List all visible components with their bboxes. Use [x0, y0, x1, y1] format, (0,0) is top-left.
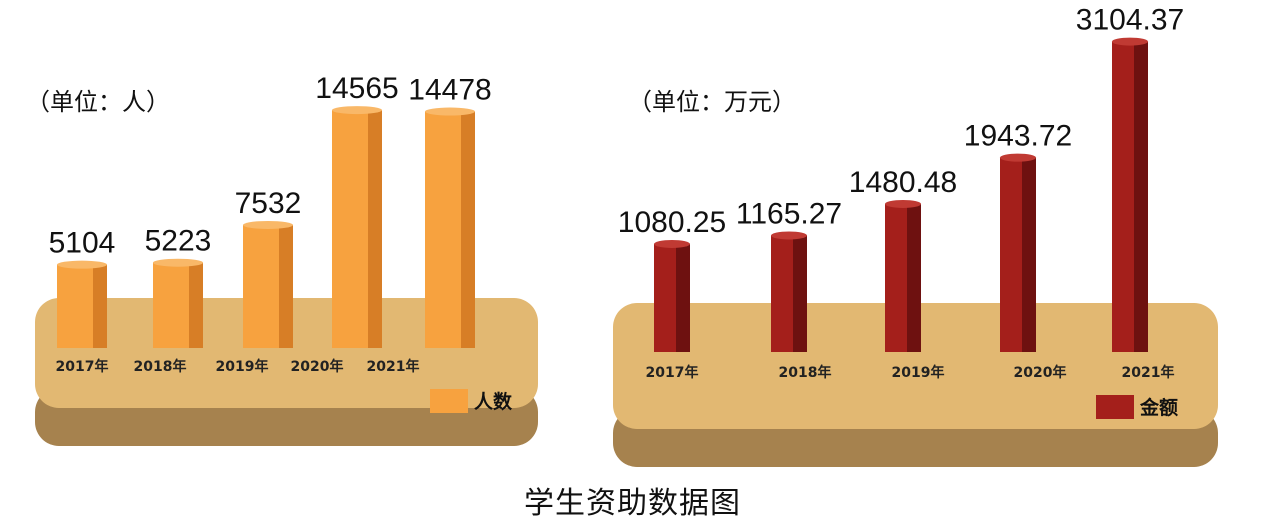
value-label: 1165.27 — [736, 197, 842, 230]
legend-label: 金额 — [1139, 396, 1178, 419]
tick-label: 2020年 — [1014, 364, 1067, 381]
unit-label: （单位：人） — [26, 88, 170, 116]
tick-label: 2017年 — [56, 358, 109, 375]
tick-label: 2019年 — [216, 358, 269, 375]
unit-label: （单位：万元） — [628, 88, 796, 116]
chart-caption: 学生资助数据图 — [524, 486, 741, 521]
amount-chart: （单位：万元） 1080.25 2017年 1165.27 2018年 1480.48 2… — [600, 0, 1265, 480]
bar — [425, 107, 475, 348]
value-label: 3104.37 — [1076, 4, 1184, 37]
legend: 人数 — [430, 389, 513, 413]
legend-swatch — [1096, 395, 1134, 419]
bar — [654, 239, 690, 352]
bar — [1112, 37, 1148, 353]
tick-label: 2021年 — [367, 358, 420, 375]
legend-swatch — [430, 389, 468, 413]
value-label: 5223 — [145, 225, 212, 258]
platform-top — [613, 303, 1218, 429]
value-label: 1480.48 — [849, 166, 957, 199]
tick-label: 2018年 — [779, 364, 832, 381]
value-label: 14478 — [408, 74, 491, 107]
bar — [885, 199, 921, 352]
bar — [332, 106, 382, 348]
value-label: 14565 — [315, 72, 398, 105]
value-label: 1080.25 — [618, 206, 726, 239]
tick-label: 2017年 — [646, 364, 699, 381]
tick-label: 2019年 — [892, 364, 945, 381]
tick-label: 2020年 — [291, 358, 344, 375]
tick-label: 2021年 — [1122, 364, 1175, 381]
people-bar-chart-svg: 5104 2017年 5223 2018年 7532 2019年 14565 2020年 144… — [35, 72, 538, 446]
bar — [1000, 153, 1036, 352]
legend: 金额 — [1096, 395, 1178, 419]
value-label: 1943.72 — [964, 120, 1072, 153]
legend-label: 人数 — [474, 390, 513, 413]
bar — [57, 260, 107, 348]
bar — [243, 220, 293, 348]
amount-bar-chart-svg: 1080.25 2017年 1165.27 2018年 1480.48 2019年 1943… — [613, 4, 1218, 467]
bar — [771, 231, 807, 352]
bar — [153, 258, 203, 348]
people-chart: （单位：人） 5104 2017年 5223 2018年 7532 2019年 14565 2… — [0, 0, 632, 480]
tick-label: 2018年 — [134, 358, 187, 375]
value-label: 5104 — [49, 227, 116, 260]
value-label: 7532 — [235, 187, 302, 220]
